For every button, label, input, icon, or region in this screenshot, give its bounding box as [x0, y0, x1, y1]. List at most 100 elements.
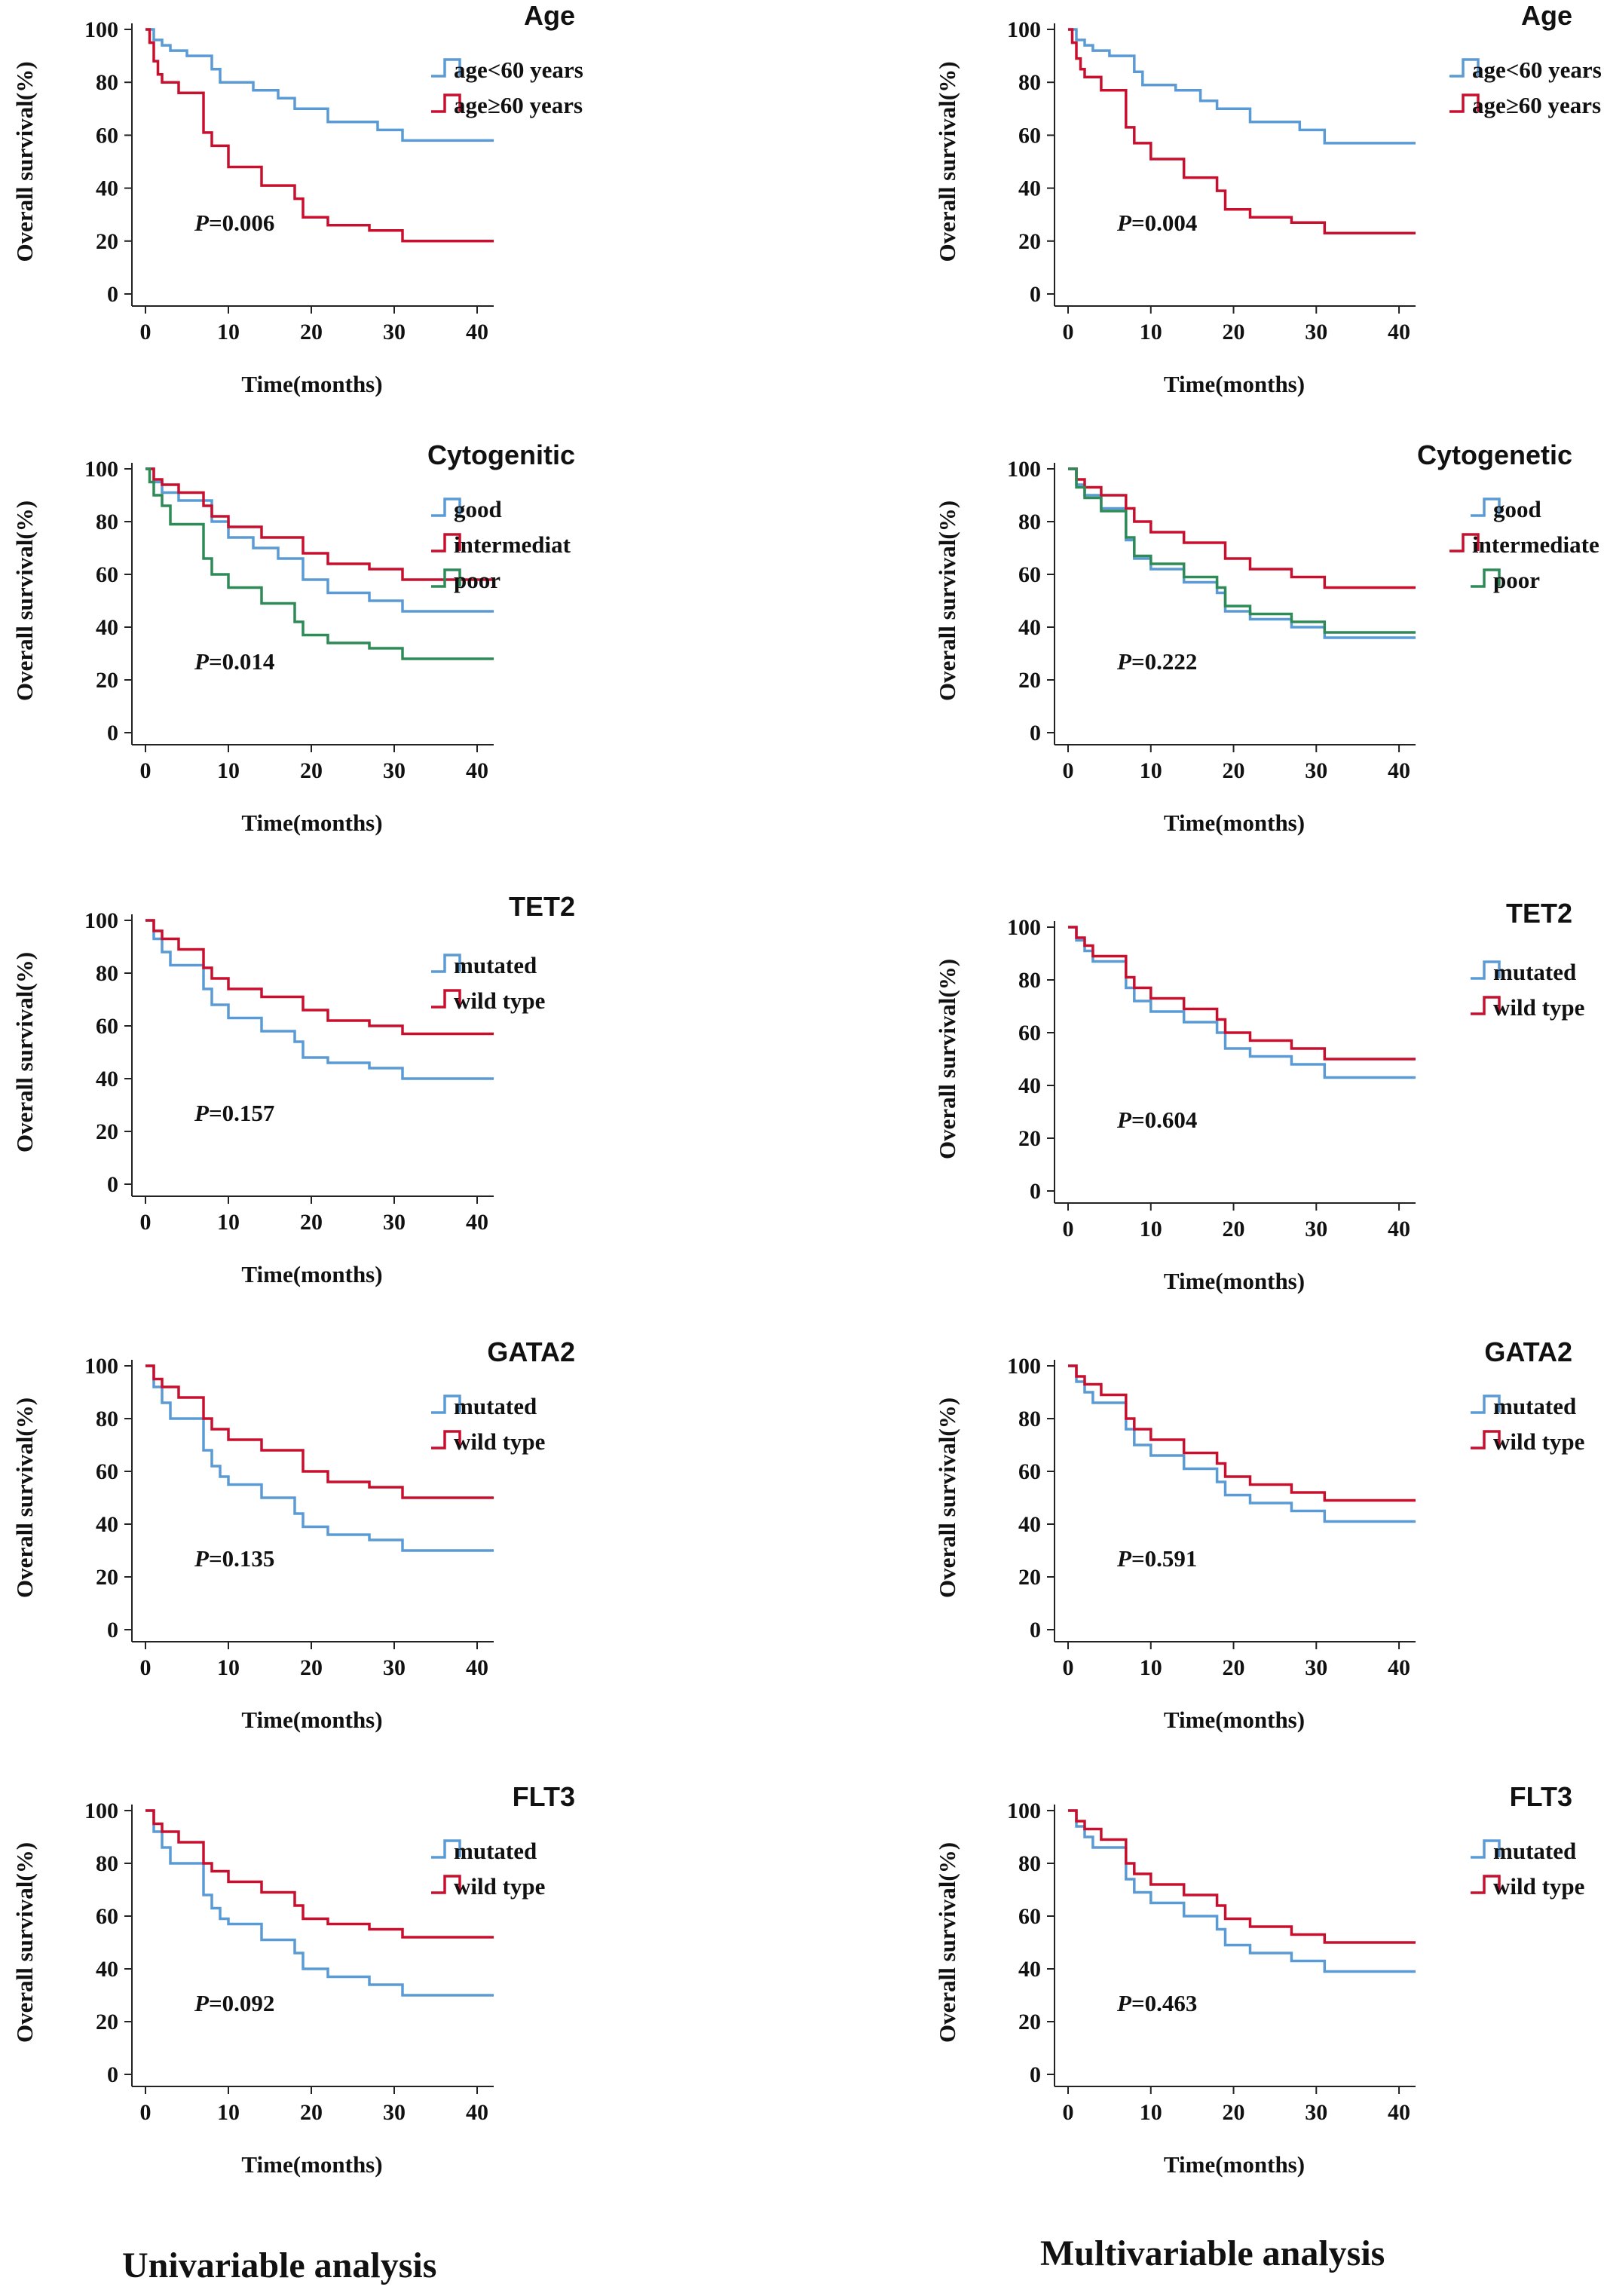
y-tick-label: 0 — [1030, 2062, 1041, 2087]
legend-label: wild type — [454, 1428, 545, 1455]
x-tick-label: 40 — [466, 758, 488, 783]
p-value: =0.135 — [209, 1545, 274, 1572]
legend-symbol-green — [1471, 568, 1501, 588]
km-curve-blue — [1068, 1809, 1416, 1973]
y-tick-label: 80 — [96, 961, 118, 986]
panel-title: TET2 — [509, 891, 575, 922]
legend-label: wild type — [1493, 1873, 1584, 1900]
p-value-label: P=0.092 — [194, 1990, 274, 2016]
y-tick-label: 20 — [1018, 2010, 1041, 2034]
x-axis-label: Time(months) — [1164, 1268, 1305, 1294]
y-tick-label: 80 — [1018, 510, 1041, 534]
y-tick-label: 60 — [1018, 562, 1041, 587]
km-panel-multivariable-age: 0 20 40 60 80 100 0 10 20 30 40 Time(months) Overall… — [934, 0, 1602, 397]
x-tick-label: 0 — [1063, 320, 1074, 344]
y-axis-label: Overall survival(%) — [934, 61, 960, 262]
x-axis-label: Time(months) — [241, 810, 382, 836]
km-curve-blue — [145, 1364, 494, 1552]
p-value: =0.604 — [1131, 1107, 1197, 1133]
x-tick-label: 40 — [466, 320, 488, 344]
x-axis-label: Time(months) — [241, 1707, 382, 1733]
y-tick-label: 40 — [1018, 1512, 1041, 1537]
p-value: =0.006 — [209, 210, 274, 236]
y-tick-label: 40 — [96, 176, 118, 201]
legend-symbol-red — [431, 1430, 461, 1450]
panel-title: FLT3 — [513, 1781, 575, 1812]
legend-label: age≥60 years — [454, 92, 583, 118]
y-tick-label: 80 — [1018, 968, 1041, 993]
p-value-label: P=0.157 — [194, 1100, 274, 1126]
p-value: =0.092 — [209, 1990, 274, 2016]
km-curve-red — [145, 28, 494, 243]
y-tick-label: 80 — [96, 1851, 118, 1876]
x-tick-label: 0 — [140, 1210, 152, 1235]
x-tick-label: 20 — [1223, 2100, 1245, 2125]
x-axis-label: Time(months) — [241, 1261, 382, 1287]
p-value: =0.222 — [1131, 648, 1197, 675]
y-axis-label: Overall survival(%) — [11, 1397, 38, 1598]
km-panel-univariable-gata2: 0 20 40 60 80 100 0 10 20 30 40 Time(months) Overall… — [11, 1336, 575, 1733]
legend-label: mutated — [454, 1393, 537, 1419]
x-tick-label: 10 — [1140, 2100, 1162, 2125]
x-tick-label: 20 — [300, 758, 323, 783]
km-curve-blue — [1068, 1364, 1416, 1523]
x-tick-label: 0 — [140, 320, 152, 344]
legend-symbol-green — [431, 568, 461, 588]
km-panel-univariable-cytogenetic: 0 20 40 60 80 100 0 10 20 30 40 Time(months) Overall… — [11, 439, 575, 836]
x-tick-label: 10 — [217, 758, 240, 783]
p-value: =0.157 — [209, 1100, 274, 1126]
y-tick-label: 20 — [96, 1119, 118, 1144]
y-tick-label: 80 — [96, 1407, 118, 1431]
y-tick-label: 20 — [96, 668, 118, 693]
km-panel-multivariable-flt3: 0 20 40 60 80 100 0 10 20 30 40 Time(months) Overall… — [934, 1781, 1584, 2178]
y-tick-label: 0 — [107, 721, 118, 745]
panel-title: Age — [524, 0, 575, 31]
y-tick-label: 60 — [96, 123, 118, 148]
p-value: =0.463 — [1131, 1990, 1197, 2016]
legend-symbol-blue — [1471, 960, 1501, 980]
legend-symbol-red — [1471, 1430, 1501, 1450]
legend-symbol-blue — [431, 954, 461, 973]
y-axis-label: Overall survival(%) — [11, 61, 38, 262]
x-tick-label: 10 — [1140, 1655, 1162, 1680]
x-tick-label: 30 — [383, 758, 406, 783]
y-tick-label: 0 — [1030, 1179, 1041, 1204]
legend-label: wild type — [1493, 994, 1584, 1021]
panel-title: Cytogenitic — [427, 439, 575, 470]
x-tick-label: 0 — [1063, 2100, 1074, 2125]
y-tick-label: 40 — [96, 1067, 118, 1091]
legend-label: age<60 years — [454, 57, 583, 83]
km-panel-multivariable-tet2: 0 20 40 60 80 100 0 10 20 30 40 Time(months) Overall… — [934, 898, 1584, 1294]
y-axis-label: Overall survival(%) — [11, 1842, 38, 2043]
y-tick-label: 20 — [1018, 668, 1041, 693]
km-curve-red — [145, 919, 494, 1036]
y-tick-label: 40 — [1018, 176, 1041, 201]
x-tick-label: 30 — [383, 320, 406, 344]
x-tick-label: 40 — [1388, 1655, 1410, 1680]
multivariable-analysis-title: Multivariable analysis — [1040, 2233, 1385, 2273]
y-tick-label: 20 — [1018, 1126, 1041, 1151]
legend-symbol-blue — [431, 1394, 461, 1414]
y-tick-label: 20 — [1018, 1565, 1041, 1590]
x-tick-label: 20 — [300, 1210, 323, 1235]
p-symbol: P — [1116, 1107, 1132, 1133]
x-axis-label: Time(months) — [241, 371, 382, 397]
y-tick-label: 40 — [1018, 1957, 1041, 1982]
x-tick-label: 40 — [1388, 1217, 1410, 1241]
legend-symbol-blue — [1471, 1394, 1501, 1414]
x-tick-label: 0 — [140, 758, 152, 783]
y-axis-label: Overall survival(%) — [934, 1842, 960, 2043]
y-tick-label: 40 — [96, 1957, 118, 1982]
km-curve-red — [1068, 1809, 1416, 1944]
legend-symbol-red — [431, 1875, 461, 1894]
x-tick-label: 10 — [217, 1655, 240, 1680]
y-axis-label: Overall survival(%) — [11, 952, 38, 1153]
km-curve-green — [1068, 467, 1416, 634]
km-curve-green — [145, 467, 494, 660]
p-value: =0.591 — [1131, 1545, 1197, 1572]
p-symbol: P — [194, 1545, 210, 1572]
x-tick-label: 30 — [1305, 758, 1327, 783]
x-tick-label: 30 — [1305, 1655, 1327, 1680]
panel-title: Cytogenetic — [1417, 439, 1572, 470]
x-tick-label: 40 — [1388, 758, 1410, 783]
